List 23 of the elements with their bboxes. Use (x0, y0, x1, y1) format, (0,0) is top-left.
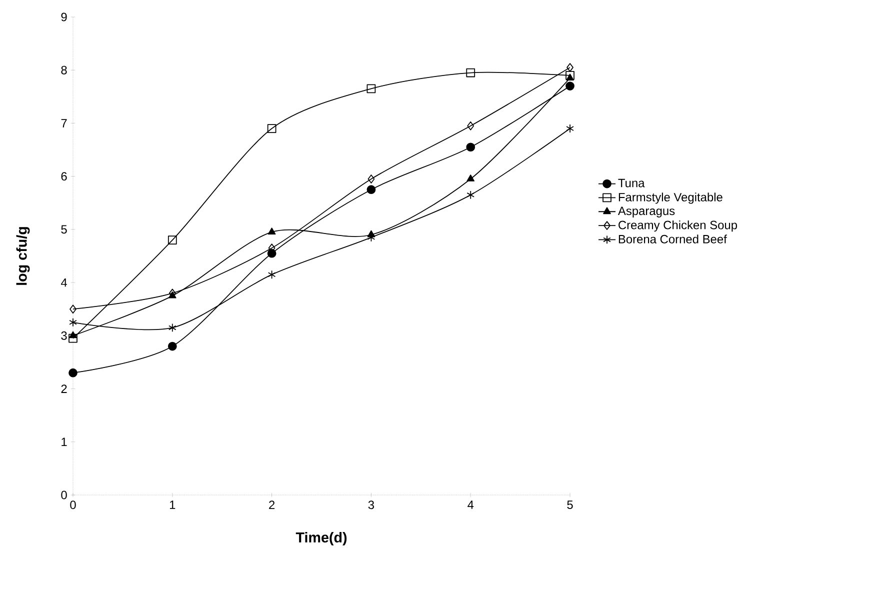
y-tick-label: 2 (61, 384, 67, 393)
y-axis-title: log cfu/g (16, 227, 30, 285)
legend-label: Tuna (618, 178, 645, 188)
x-tick-label: 4 (468, 500, 474, 509)
y-tick-label: 5 (61, 225, 67, 234)
y-tick-label: 3 (61, 331, 67, 340)
legend-label: Creamy Chicken Soup (618, 220, 738, 232)
y-tick-label: 7 (61, 119, 67, 128)
legend-label: Farmstyle Vegitable (618, 192, 722, 204)
y-tick-label: 6 (61, 172, 67, 181)
y-tick-label: 4 (60, 278, 67, 287)
x-tick-label: 2 (269, 500, 275, 509)
y-tick-label: 8 (61, 66, 67, 74)
y-tick-label: 0 (61, 490, 67, 500)
y-tick-label: 9 (61, 12, 67, 22)
x-tick-label: 1 (170, 500, 176, 509)
x-tick-label: 0 (70, 500, 76, 510)
x-tick-label: 3 (368, 500, 374, 510)
legend-label: Asparagus (618, 206, 675, 218)
y-tick-label: 1 (62, 438, 67, 446)
x-tick-label: 5 (567, 500, 573, 509)
x-axis-title: Time(d) (296, 532, 347, 546)
legend-label: Borena Corned Beef (618, 234, 727, 244)
